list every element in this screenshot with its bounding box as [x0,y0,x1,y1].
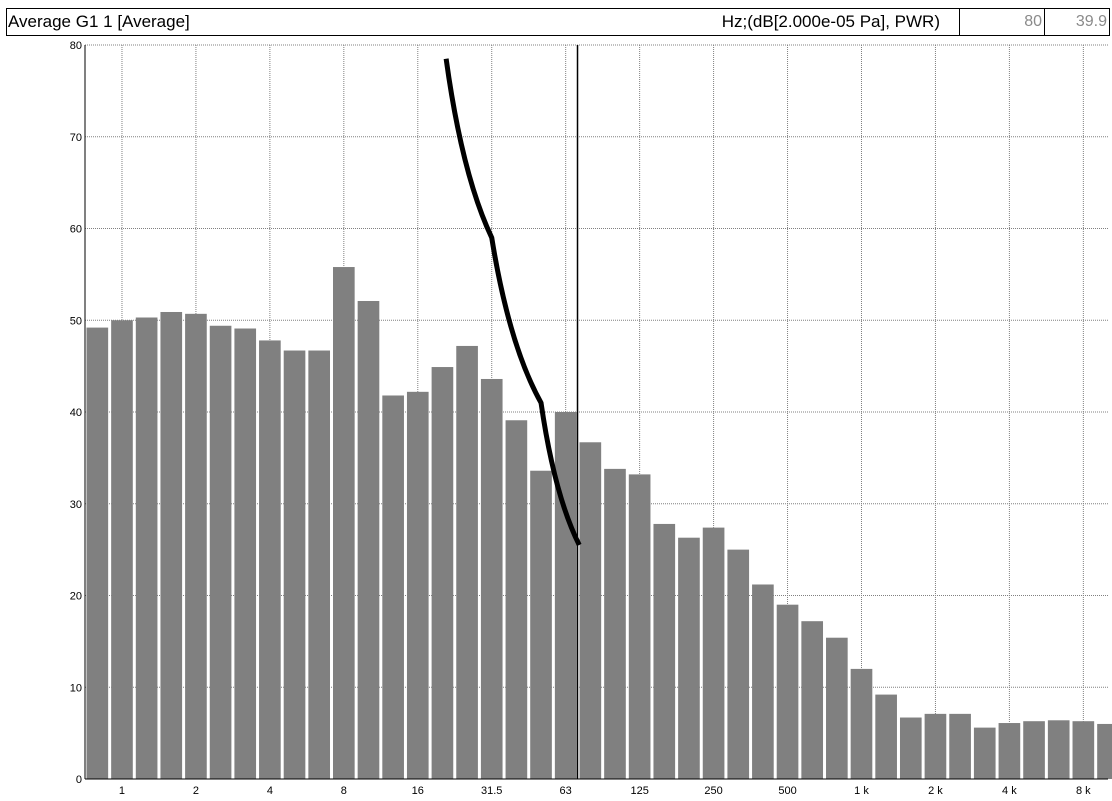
spectrum-bar[interactable] [234,328,257,779]
spectrum-bar[interactable] [209,325,232,779]
y-tick-label: 40 [70,407,82,419]
spectrum-bar[interactable] [308,350,331,779]
spectrum-bar[interactable] [283,350,306,779]
spectrum-bar[interactable] [86,327,109,779]
spectrum-bar[interactable] [1072,721,1095,779]
spectrum-bar[interactable] [456,345,478,779]
y-tick-label: 50 [70,315,82,327]
x-tick-label: 8 [341,785,347,797]
spectrum-bar[interactable] [505,420,528,779]
spectrum-bar[interactable] [973,727,996,779]
x-tick-label: 1 [119,785,125,797]
x-tick-label: 4 k [1002,785,1017,797]
x-tick-label: 4 [267,785,273,797]
x-tick-label: 2 [193,785,199,797]
spectrum-bar[interactable] [554,412,577,779]
spectrum-bar[interactable] [924,713,947,779]
y-tick-label: 10 [70,682,82,694]
spectrum-bar[interactable] [850,668,873,779]
spectrum-bar[interactable] [431,367,454,779]
y-tick-label: 70 [70,132,82,144]
y-tick-label: 20 [70,591,82,603]
spectrum-bar[interactable] [111,320,133,779]
spectrum-bar[interactable] [579,442,602,779]
limit-curve [443,58,582,547]
spectrum-bar[interactable] [185,313,207,779]
spectrum-bar[interactable] [628,474,651,779]
chart-title: Average G1 1 [Average] [8,12,190,31]
y-tick-label: 30 [70,499,82,511]
spectrum-bar[interactable] [826,637,848,779]
spectrum-bar[interactable] [1023,721,1045,779]
spectrum-bar[interactable] [259,340,281,779]
spectrum-bar[interactable] [998,723,1021,779]
spectrum-bar[interactable] [480,378,503,779]
spectrum-bar[interactable] [752,584,774,779]
x-tick-label: 1 k [854,785,869,797]
x-tick-label: 500 [778,785,796,797]
spectrum-bar[interactable] [949,713,971,779]
x-tick-label: 2 k [928,785,943,797]
x-tick-label: 63 [560,785,572,797]
spectrum-bar[interactable] [1097,723,1112,779]
x-tick-label: 8 k [1076,785,1091,797]
spectrum-bar[interactable] [678,537,700,779]
x-tick-label: 125 [630,785,648,797]
spectrum-bar[interactable] [604,468,626,779]
spectrum-bar[interactable] [776,604,799,779]
spectrum-bar[interactable] [899,717,922,779]
spectrum-bar[interactable] [357,300,380,779]
cursor-level-readout[interactable]: 39.9 [1044,8,1110,36]
spectrum-bar[interactable] [875,694,897,779]
spectrum-bar[interactable] [530,470,552,779]
x-tick-label: 250 [704,785,722,797]
spectrum-bar[interactable] [406,391,429,779]
spectrum-bar[interactable] [160,311,183,779]
x-tick-label: 31.5 [481,785,502,797]
spectrum-bar[interactable] [382,395,404,779]
spectrum-bar[interactable] [727,549,750,779]
spectrum-bar[interactable] [135,317,158,779]
spectrum-bar[interactable] [801,621,824,779]
spectrum-bar[interactable] [653,523,676,779]
spectrum-bar[interactable] [333,267,355,779]
y-tick-label: 60 [70,224,82,236]
units-label: Hz;(dB[2.000e-05 Pa], PWR) [721,12,940,31]
y-tick-label: 0 [76,774,82,786]
spectrum-bar[interactable] [1047,720,1070,779]
spectrum-bar[interactable] [702,527,725,779]
y-tick-label: 80 [70,40,82,52]
x-tick-label: 16 [412,785,424,797]
chart-header: Average G1 1 [Average] Hz;(dB[2.000e-05 … [0,0,1112,40]
